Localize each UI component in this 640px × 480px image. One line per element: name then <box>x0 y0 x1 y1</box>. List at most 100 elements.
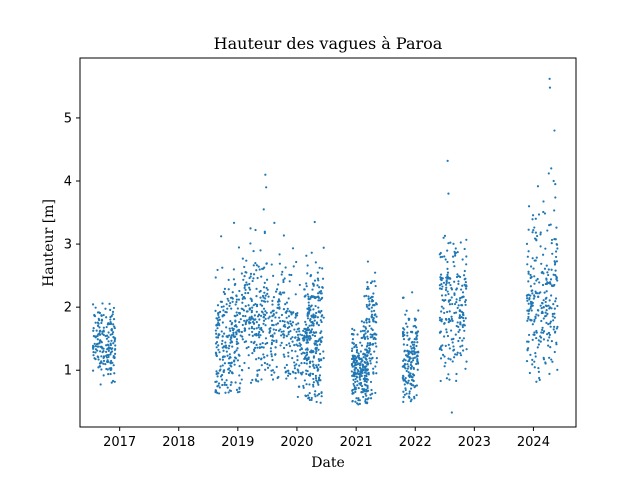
data-point <box>407 379 410 382</box>
data-point <box>319 311 322 314</box>
data-point <box>313 319 316 322</box>
data-point <box>271 314 274 318</box>
data-point <box>218 358 222 361</box>
data-point <box>312 385 315 388</box>
data-point <box>367 304 371 307</box>
data-point <box>312 324 315 327</box>
data-point <box>308 335 312 338</box>
data-point <box>319 319 322 322</box>
data-point <box>531 358 534 361</box>
data-point <box>101 347 104 350</box>
data-point <box>547 323 550 326</box>
data-point <box>238 354 241 357</box>
data-point <box>317 279 320 282</box>
data-point <box>217 316 220 319</box>
data-point <box>355 360 358 364</box>
plot-frame <box>79 57 577 428</box>
data-point <box>461 325 464 329</box>
data-point <box>100 368 103 371</box>
data-point <box>93 313 96 317</box>
data-point <box>542 299 545 302</box>
data-point <box>554 297 558 300</box>
data-point <box>284 266 287 269</box>
data-point <box>291 336 294 339</box>
data-point <box>248 282 251 286</box>
data-point <box>359 350 362 353</box>
data-point <box>217 313 220 317</box>
data-point <box>264 173 267 176</box>
data-point <box>260 310 264 313</box>
data-point <box>291 247 295 250</box>
data-point <box>450 338 453 341</box>
data-point <box>439 273 443 276</box>
data-point <box>527 312 530 315</box>
data-point <box>216 336 219 339</box>
data-point <box>443 335 446 338</box>
data-point <box>401 376 404 380</box>
data-point <box>529 273 532 277</box>
data-point <box>322 246 325 249</box>
data-point <box>446 271 450 274</box>
data-point <box>254 346 257 349</box>
data-point <box>110 314 113 318</box>
data-point <box>220 235 223 238</box>
data-point <box>241 314 245 318</box>
data-point <box>281 319 284 323</box>
data-point <box>365 394 368 397</box>
data-point <box>368 318 371 321</box>
data-point <box>527 272 530 275</box>
data-point <box>105 344 108 347</box>
data-point <box>253 327 256 330</box>
data-point <box>412 343 416 346</box>
data-point <box>305 285 308 288</box>
data-point <box>99 339 102 342</box>
data-point <box>459 241 462 244</box>
data-point <box>441 255 444 258</box>
data-point <box>439 357 443 360</box>
data-point <box>263 300 267 303</box>
data-point <box>294 336 297 339</box>
data-point <box>403 383 406 386</box>
data-point <box>370 357 373 360</box>
data-point <box>285 377 288 380</box>
data-point <box>546 229 549 232</box>
data-point <box>374 342 377 345</box>
data-point <box>526 349 529 352</box>
data-point <box>237 311 241 315</box>
data-point <box>285 311 288 314</box>
data-point <box>553 316 556 319</box>
data-point <box>538 376 541 380</box>
data-point <box>314 331 318 334</box>
data-point <box>461 295 465 298</box>
data-point <box>366 386 369 390</box>
data-point <box>449 283 452 287</box>
data-point <box>271 339 274 342</box>
data-point <box>105 337 109 340</box>
data-point <box>304 336 307 339</box>
data-point <box>460 316 463 319</box>
data-point <box>553 283 556 287</box>
data-point <box>320 309 323 313</box>
data-point <box>216 391 219 394</box>
data-point <box>225 379 228 382</box>
data-point <box>288 342 291 345</box>
data-point <box>464 277 467 280</box>
data-point <box>530 301 534 304</box>
data-point <box>259 343 262 346</box>
data-point <box>112 306 116 310</box>
data-point <box>453 356 456 359</box>
data-point <box>318 359 321 362</box>
data-point <box>287 330 290 334</box>
data-point <box>537 339 540 342</box>
data-point <box>307 301 310 304</box>
data-point <box>231 291 234 294</box>
data-point <box>533 226 536 229</box>
data-point <box>314 304 317 308</box>
data-point <box>447 357 450 360</box>
data-point <box>259 334 262 337</box>
data-point <box>366 342 369 345</box>
data-point <box>412 374 415 377</box>
data-point <box>453 292 456 295</box>
data-point <box>544 282 547 286</box>
data-point <box>351 392 354 395</box>
